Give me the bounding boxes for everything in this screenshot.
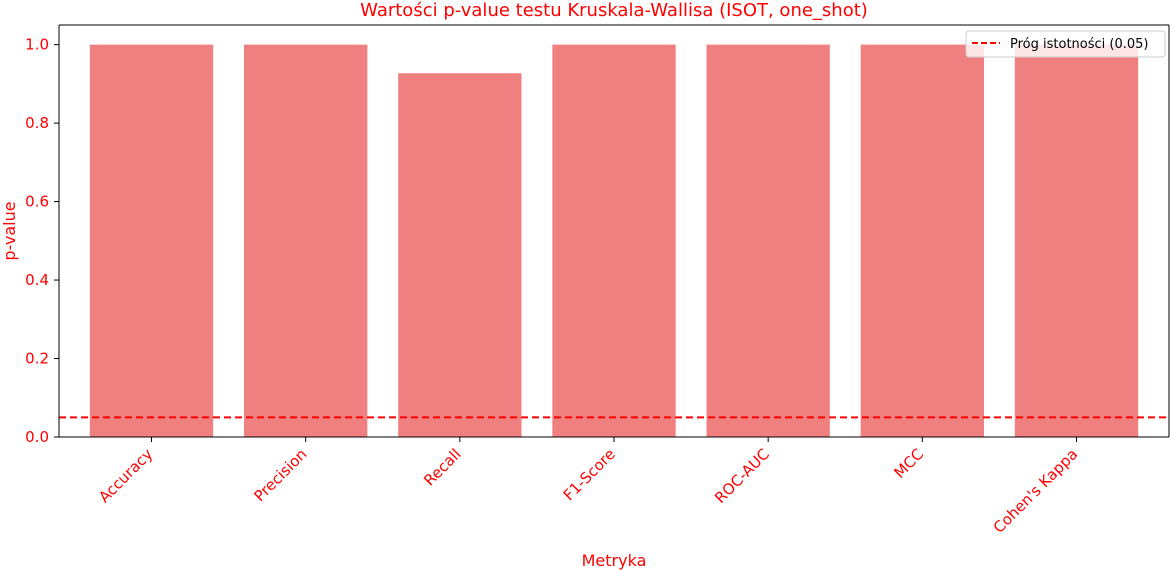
x-ticks-group: Accuracy Precision Recall F1-Score ROC-AUC MC… bbox=[95, 437, 1081, 537]
y-tick-label: 0.6 bbox=[25, 193, 49, 211]
y-tick-label: 0.4 bbox=[25, 271, 49, 289]
x-tick-label: F1-Score bbox=[560, 445, 619, 504]
x-tick-label: Accuracy bbox=[95, 445, 156, 506]
x-tick-label: Recall bbox=[420, 445, 464, 489]
legend: Próg istotności (0.05) bbox=[965, 30, 1166, 58]
chart-title: Wartości p-value testu Kruskala-Wallisa … bbox=[360, 0, 868, 21]
y-tick-label: 1.0 bbox=[25, 36, 49, 54]
bar bbox=[1014, 44, 1139, 438]
y-axis-label: p-value bbox=[0, 201, 19, 260]
y-tick-label: 0.2 bbox=[25, 350, 49, 368]
x-axis-label: Metryka bbox=[582, 551, 647, 570]
bar bbox=[398, 73, 522, 437]
x-tick-label: Cohen's Kappa bbox=[990, 445, 1082, 537]
y-ticks-group: 0.0 0.2 0.4 0.6 0.8 1.0 bbox=[25, 36, 59, 446]
bar bbox=[860, 44, 984, 438]
legend-box bbox=[965, 30, 1166, 58]
bar bbox=[244, 44, 368, 438]
y-tick-label: 0.0 bbox=[25, 428, 49, 446]
legend-threshold-label: Próg istotności (0.05) bbox=[1010, 37, 1149, 52]
x-tick-label: Precision bbox=[250, 445, 310, 505]
x-tick-label: MCC bbox=[890, 445, 927, 482]
bar bbox=[552, 44, 676, 438]
x-tick-label: ROC-AUC bbox=[711, 445, 773, 507]
bar bbox=[89, 44, 214, 438]
bar bbox=[706, 44, 830, 438]
y-tick-label: 0.8 bbox=[25, 114, 49, 132]
bars-group bbox=[89, 44, 1139, 438]
